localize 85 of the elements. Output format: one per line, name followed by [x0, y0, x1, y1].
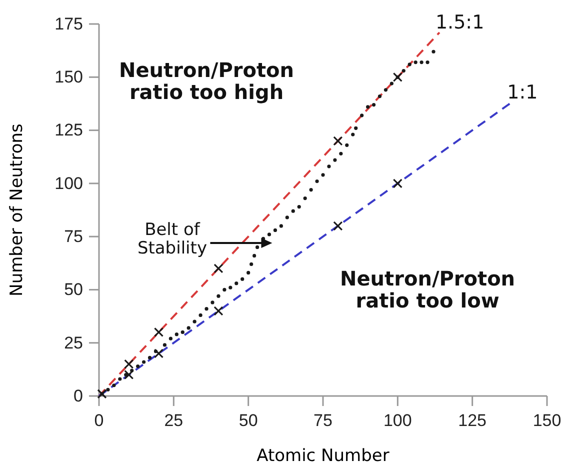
point — [351, 132, 355, 136]
point — [291, 209, 295, 213]
x-tick-label: 25 — [164, 411, 184, 430]
point — [180, 330, 184, 334]
series-label: 1:1 — [507, 82, 538, 104]
point — [118, 377, 122, 381]
x-tick-label: 100 — [383, 411, 412, 430]
point — [392, 178, 402, 188]
annotation: Belt of Stability — [137, 220, 208, 259]
annotation: Neutron/Proton ratio too low — [340, 266, 516, 312]
point — [192, 320, 196, 324]
point — [246, 270, 250, 275]
point — [378, 94, 382, 98]
point — [402, 68, 406, 73]
point — [210, 300, 214, 304]
point — [154, 348, 164, 358]
y-tick-label: 150 — [54, 68, 83, 87]
point — [384, 88, 388, 92]
point — [366, 105, 370, 109]
y-tick-label: 25 — [64, 333, 83, 352]
x-tick-label: 0 — [94, 411, 104, 430]
point — [204, 307, 208, 311]
point — [168, 336, 172, 340]
annotation: Neutron/Proton ratio too high — [118, 58, 294, 104]
point — [240, 277, 244, 281]
point — [354, 126, 358, 130]
point — [309, 188, 313, 192]
point — [162, 343, 167, 347]
point — [112, 384, 116, 388]
point — [136, 364, 140, 368]
x-tick-label: 150 — [532, 411, 562, 430]
point — [97, 389, 107, 399]
point — [426, 60, 430, 64]
point — [392, 72, 402, 82]
series-label: 1.5:1 — [435, 12, 484, 34]
point — [273, 228, 278, 232]
x-tick-label: 125 — [458, 411, 487, 430]
point — [148, 356, 152, 360]
point — [432, 50, 436, 54]
point — [255, 245, 260, 249]
point — [333, 221, 343, 231]
point — [360, 114, 364, 118]
point — [124, 359, 134, 369]
x-axis-title: Atomic Number — [256, 446, 390, 466]
point — [372, 102, 376, 107]
point — [124, 370, 134, 380]
point — [186, 326, 190, 330]
y-tick-label: 50 — [64, 280, 83, 300]
point — [285, 216, 289, 220]
y-tick-label: 75 — [64, 227, 83, 246]
point — [327, 164, 331, 168]
y-tick-label: 0 — [74, 386, 83, 406]
y-tick-label: 125 — [54, 120, 83, 140]
point — [142, 360, 146, 364]
point — [216, 294, 220, 298]
point — [333, 158, 337, 162]
point — [198, 313, 202, 318]
y-axis-title: Number of Neutrons — [7, 123, 27, 296]
point — [214, 264, 224, 274]
point — [267, 232, 272, 236]
point — [333, 136, 343, 146]
point — [250, 262, 254, 266]
point — [420, 60, 424, 64]
point — [345, 143, 349, 147]
y-tick-label: 175 — [54, 14, 83, 34]
point — [106, 388, 110, 392]
y-tick-label: 100 — [54, 174, 83, 193]
point — [222, 288, 226, 292]
point — [321, 173, 325, 177]
point — [315, 180, 319, 184]
point — [234, 282, 238, 286]
point — [154, 327, 164, 338]
point — [414, 60, 418, 64]
point — [297, 205, 301, 209]
point — [408, 62, 412, 66]
point — [303, 196, 307, 200]
x-tick-label: 50 — [238, 411, 258, 430]
x-tick-label: 75 — [314, 411, 332, 430]
point — [214, 306, 224, 316]
point — [174, 332, 178, 336]
point — [390, 82, 394, 86]
point — [339, 152, 343, 156]
point — [279, 224, 283, 228]
point — [252, 254, 256, 258]
point — [228, 286, 232, 290]
